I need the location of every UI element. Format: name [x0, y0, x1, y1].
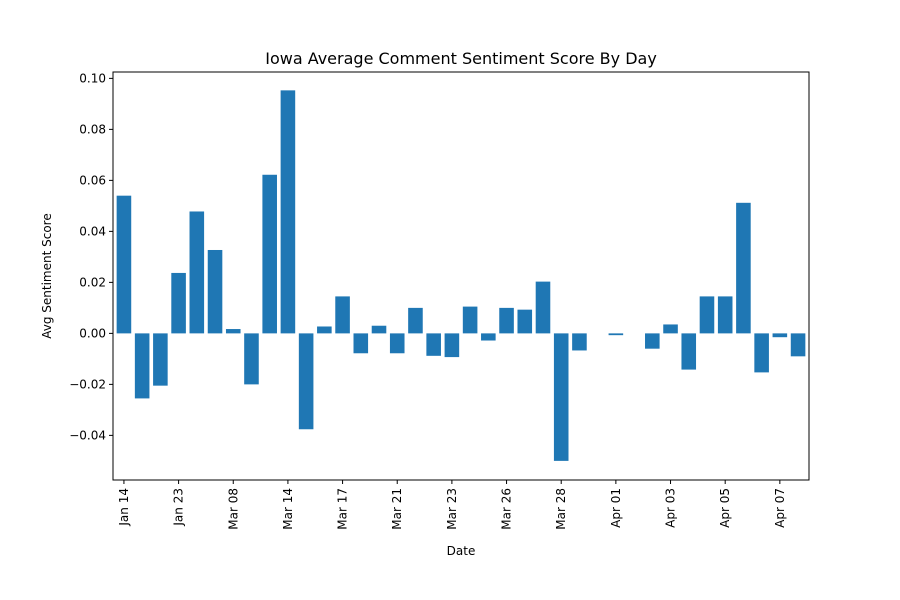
- bar: [790, 333, 806, 357]
- bar: [426, 333, 441, 356]
- bar: [754, 333, 769, 373]
- bar: [717, 296, 733, 334]
- x-tick-label: Jan 23: [172, 488, 186, 527]
- bar: [663, 324, 678, 334]
- y-tick-label: −0.02: [69, 377, 106, 391]
- bar: [645, 333, 660, 349]
- bar: [317, 326, 332, 334]
- y-tick-label: 0.02: [79, 275, 106, 289]
- bar: [444, 333, 460, 358]
- bar: [171, 272, 186, 334]
- bars-group: [116, 90, 806, 461]
- bar: [481, 333, 496, 341]
- bar: [225, 329, 241, 334]
- y-tick-label: 0.10: [79, 71, 106, 85]
- bar: [499, 307, 514, 334]
- x-tick-label: Apr 07: [773, 488, 787, 528]
- bar: [699, 296, 715, 334]
- x-tick-label: Mar 14: [281, 488, 295, 530]
- x-tick-label: Mar 21: [390, 488, 404, 530]
- y-tick-label: 0.08: [79, 122, 106, 136]
- bar: [408, 307, 423, 334]
- x-axis: Jan 14 Jan 23 Mar 08 Mar 14 Mar 17 Mar 21 Mar …: [117, 480, 787, 530]
- bar: [736, 202, 751, 334]
- bar: [572, 333, 587, 351]
- y-axis-label: Avg Sentiment Score: [40, 213, 54, 339]
- bar: [517, 309, 533, 334]
- x-tick-label: Mar 23: [445, 488, 459, 530]
- x-tick-label: Mar 28: [554, 488, 568, 530]
- bar: [244, 333, 259, 385]
- y-axis: −0.04 −0.02 0.00 0.02 0.04 0.06 0.08 0.10: [69, 71, 113, 442]
- bar: [535, 281, 551, 334]
- bar: [262, 174, 277, 334]
- bar: [134, 333, 150, 399]
- bar: [280, 90, 296, 334]
- y-tick-label: −0.04: [69, 428, 106, 442]
- plot-frame: [112, 71, 810, 481]
- bar: [553, 333, 569, 461]
- bar: [371, 325, 387, 334]
- x-tick-label: Apr 01: [609, 488, 623, 528]
- bar: [681, 333, 697, 370]
- x-tick-label: Jan 14: [117, 488, 131, 527]
- bar: [153, 333, 168, 386]
- chart-title: Iowa Average Comment Sentiment Score By …: [265, 49, 657, 68]
- x-tick-label: Apr 03: [664, 488, 678, 528]
- x-tick-label: Mar 08: [226, 488, 240, 530]
- bar: [335, 296, 350, 334]
- bar: [772, 333, 788, 338]
- y-tick-label: 0.00: [79, 326, 106, 340]
- bar: [462, 306, 478, 334]
- x-tick-label: Apr 05: [718, 488, 732, 528]
- x-axis-label: Date: [447, 544, 476, 558]
- bar: [116, 195, 132, 334]
- x-tick-label: Mar 26: [500, 488, 514, 530]
- bar: [389, 333, 405, 354]
- y-tick-label: 0.06: [79, 173, 106, 187]
- y-tick-label: 0.04: [79, 224, 106, 238]
- bar: [353, 333, 369, 354]
- bar: [207, 249, 223, 334]
- x-tick-label: Mar 17: [336, 488, 350, 530]
- bar: [298, 333, 314, 430]
- bar: [189, 211, 205, 334]
- bar: [608, 333, 624, 336]
